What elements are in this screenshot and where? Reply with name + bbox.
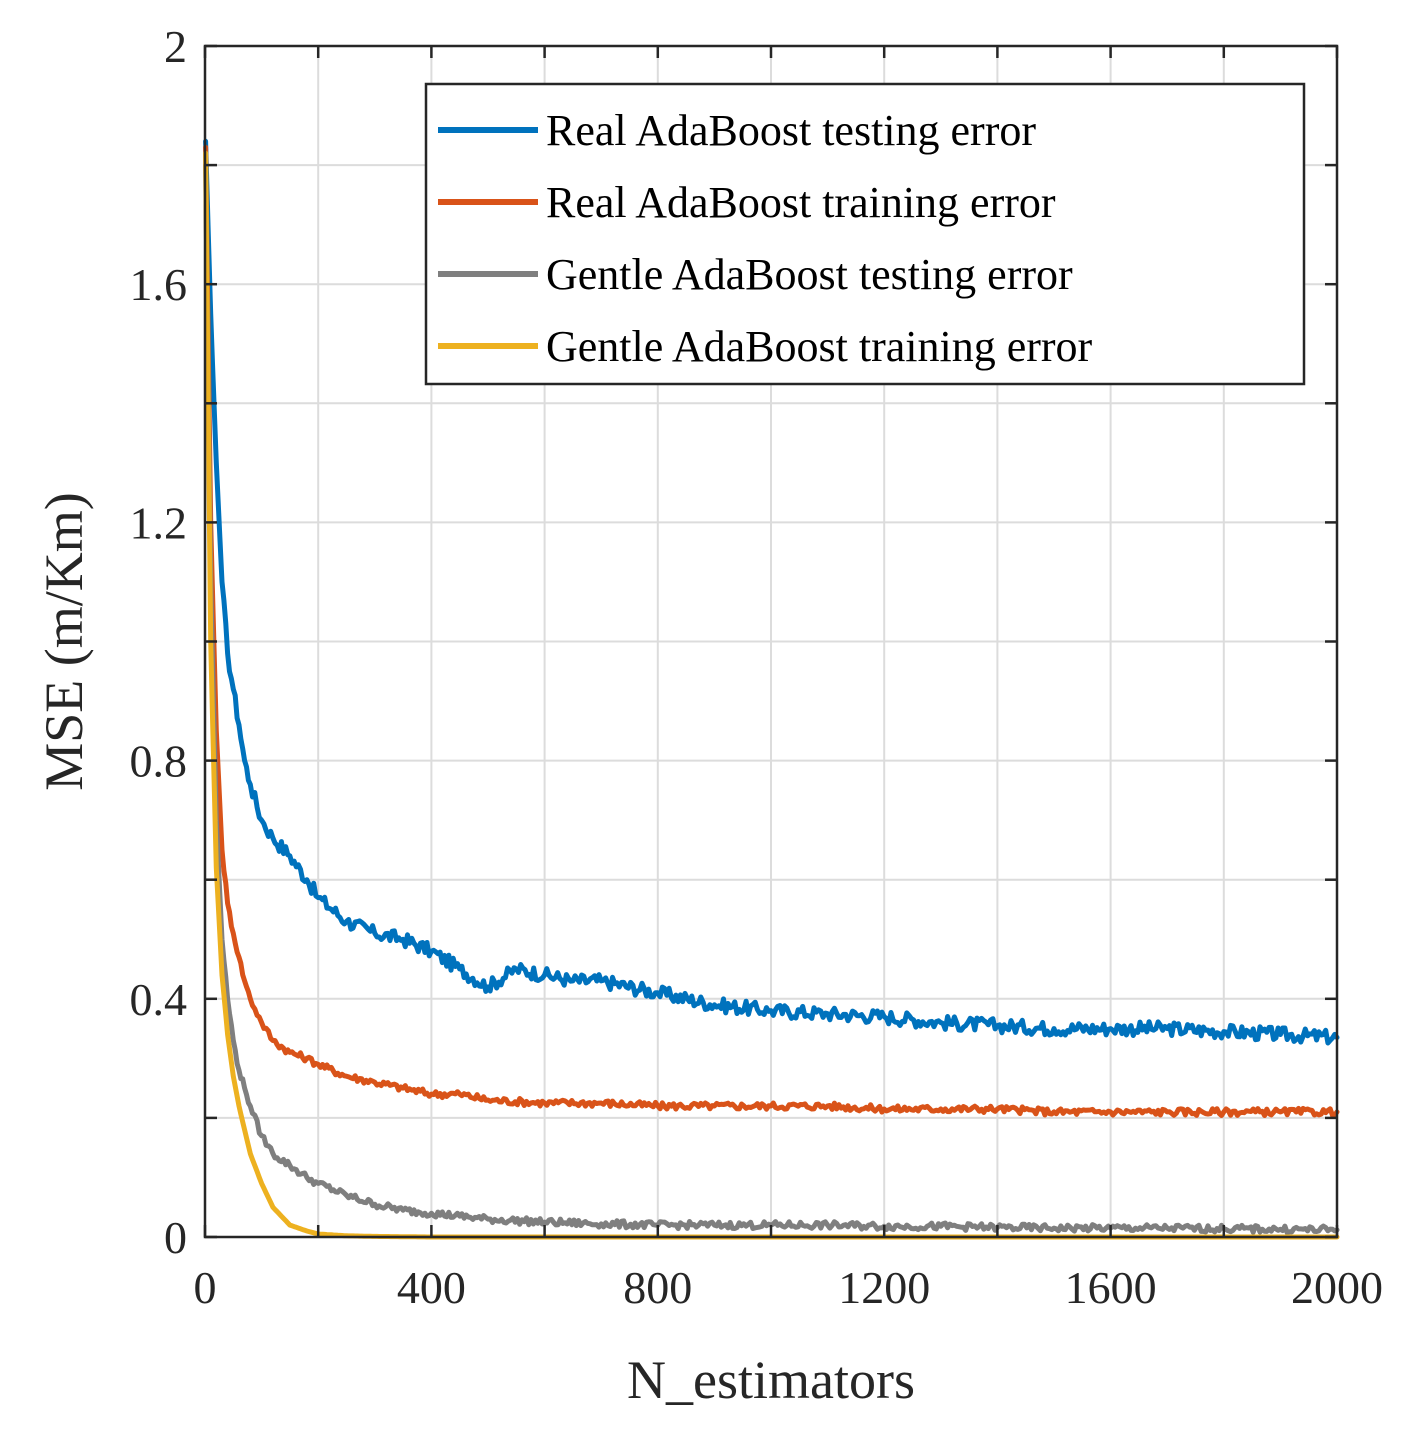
series-line-gentle-adaboost-testing-error bbox=[203, 162, 1340, 1236]
x-tick-label: 1200 bbox=[838, 1262, 930, 1313]
y-tick-label: 1.6 bbox=[130, 259, 188, 310]
y-axis-title: MSE (m/Km) bbox=[34, 492, 94, 791]
x-tick-label: 400 bbox=[397, 1262, 466, 1313]
tick-marks bbox=[203, 44, 1339, 1239]
series-line-real-adaboost-testing-error bbox=[203, 138, 1340, 1046]
legend: Real AdaBoost testing error Real AdaBoost… bbox=[424, 82, 1306, 386]
legend-entry-label: Gentle AdaBoost testing error bbox=[546, 250, 1073, 299]
legend-entry-label: Real AdaBoost training error bbox=[546, 178, 1056, 227]
x-tick-label: 2000 bbox=[1291, 1262, 1383, 1313]
legend-box bbox=[424, 82, 1306, 386]
y-tick-label: 2 bbox=[164, 21, 187, 72]
y-tick-label: 0.8 bbox=[130, 736, 188, 787]
y-tick-label: 0 bbox=[164, 1212, 187, 1263]
y-tick-label: 1.2 bbox=[130, 497, 188, 548]
x-tick-label: 1600 bbox=[1065, 1262, 1157, 1313]
legend-entry-label: Real AdaBoost testing error bbox=[546, 106, 1036, 155]
y-tick-labels: 0 0.4 0.8 1.2 1.6 2 bbox=[130, 21, 188, 1263]
y-tick-label: 0.4 bbox=[130, 974, 188, 1025]
x-tick-labels: 0 400 800 1200 1600 2000 bbox=[194, 1262, 1384, 1313]
x-tick-label: 0 bbox=[194, 1262, 217, 1313]
series-line-real-adaboost-training-error bbox=[203, 144, 1340, 1118]
legend-entry-label: Gentle AdaBoost training error bbox=[546, 322, 1093, 371]
x-axis-title: N_estimators bbox=[627, 1350, 915, 1410]
x-tick-label: 800 bbox=[623, 1262, 692, 1313]
